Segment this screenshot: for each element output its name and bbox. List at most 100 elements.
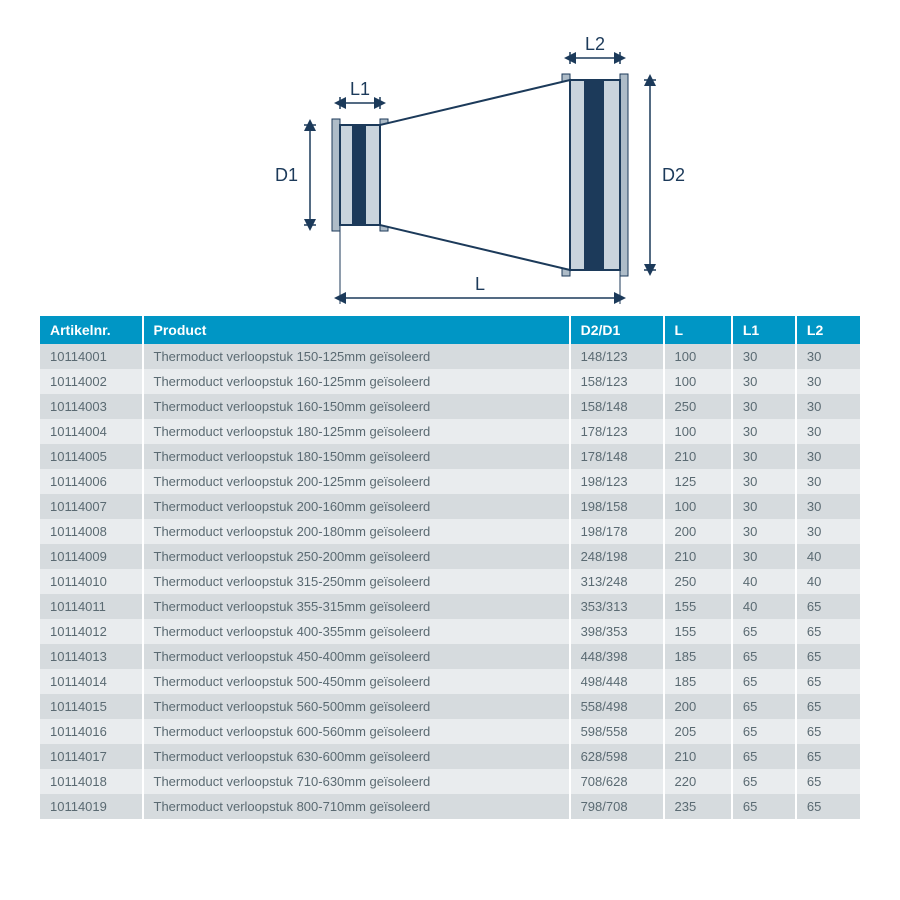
cell-art: 10114007 xyxy=(40,494,143,519)
cell-l2: 65 xyxy=(796,769,860,794)
cell-l: 205 xyxy=(664,719,732,744)
cell-art: 10114003 xyxy=(40,394,143,419)
cell-l1: 65 xyxy=(732,794,796,819)
cell-l1: 65 xyxy=(732,694,796,719)
cell-l: 125 xyxy=(664,469,732,494)
svg-text:D2: D2 xyxy=(662,165,685,185)
cell-l1: 30 xyxy=(732,519,796,544)
cell-prod: Thermoduct verloopstuk 200-180mm geïsole… xyxy=(143,519,570,544)
cell-l: 100 xyxy=(664,344,732,369)
cell-prod: Thermoduct verloopstuk 160-125mm geïsole… xyxy=(143,369,570,394)
cell-d2d1: 558/498 xyxy=(570,694,664,719)
cell-l1: 30 xyxy=(732,394,796,419)
cell-art: 10114005 xyxy=(40,444,143,469)
cell-l1: 40 xyxy=(732,594,796,619)
cell-prod: Thermoduct verloopstuk 450-400mm geïsole… xyxy=(143,644,570,669)
col-header-l1: L1 xyxy=(732,316,796,344)
cell-l2: 65 xyxy=(796,644,860,669)
cell-l: 155 xyxy=(664,619,732,644)
cell-d2d1: 148/123 xyxy=(570,344,664,369)
col-header-l: L xyxy=(664,316,732,344)
cell-l: 185 xyxy=(664,644,732,669)
cell-d2d1: 313/248 xyxy=(570,569,664,594)
cell-l2: 30 xyxy=(796,394,860,419)
cell-art: 10114017 xyxy=(40,744,143,769)
cell-d2d1: 628/598 xyxy=(570,744,664,769)
cell-l2: 65 xyxy=(796,694,860,719)
cell-l: 100 xyxy=(664,494,732,519)
cell-prod: Thermoduct verloopstuk 160-150mm geïsole… xyxy=(143,394,570,419)
cell-l2: 30 xyxy=(796,469,860,494)
cell-l2: 65 xyxy=(796,719,860,744)
svg-text:L2: L2 xyxy=(585,34,605,54)
svg-text:L: L xyxy=(475,274,485,294)
cell-d2d1: 158/148 xyxy=(570,394,664,419)
cell-d2d1: 498/448 xyxy=(570,669,664,694)
table-row: 10114016Thermoduct verloopstuk 600-560mm… xyxy=(40,719,860,744)
cell-d2d1: 178/123 xyxy=(570,419,664,444)
col-header-artikelnr: Artikelnr. xyxy=(40,316,143,344)
cell-d2d1: 798/708 xyxy=(570,794,664,819)
col-header-product: Product xyxy=(143,316,570,344)
cell-l: 100 xyxy=(664,419,732,444)
cell-prod: Thermoduct verloopstuk 800-710mm geïsole… xyxy=(143,794,570,819)
cell-l2: 65 xyxy=(796,594,860,619)
cell-l1: 40 xyxy=(732,569,796,594)
cell-l2: 30 xyxy=(796,444,860,469)
cell-l: 100 xyxy=(664,369,732,394)
cell-d2d1: 598/558 xyxy=(570,719,664,744)
cell-prod: Thermoduct verloopstuk 150-125mm geïsole… xyxy=(143,344,570,369)
cell-l2: 40 xyxy=(796,569,860,594)
cell-prod: Thermoduct verloopstuk 500-450mm geïsole… xyxy=(143,669,570,694)
cell-l1: 30 xyxy=(732,494,796,519)
table-row: 10114013Thermoduct verloopstuk 450-400mm… xyxy=(40,644,860,669)
cell-l1: 65 xyxy=(732,744,796,769)
table-row: 10114019Thermoduct verloopstuk 800-710mm… xyxy=(40,794,860,819)
svg-text:D1: D1 xyxy=(275,165,298,185)
cell-l: 210 xyxy=(664,744,732,769)
cell-l1: 65 xyxy=(732,669,796,694)
cell-l: 220 xyxy=(664,769,732,794)
cell-art: 10114009 xyxy=(40,544,143,569)
cell-d2d1: 398/353 xyxy=(570,619,664,644)
cell-art: 10114004 xyxy=(40,419,143,444)
cell-l: 185 xyxy=(664,669,732,694)
cell-l: 235 xyxy=(664,794,732,819)
cell-prod: Thermoduct verloopstuk 180-125mm geïsole… xyxy=(143,419,570,444)
cell-l2: 30 xyxy=(796,344,860,369)
cell-l2: 40 xyxy=(796,544,860,569)
cell-l2: 65 xyxy=(796,744,860,769)
cell-d2d1: 158/123 xyxy=(570,369,664,394)
table-row: 10114011Thermoduct verloopstuk 355-315mm… xyxy=(40,594,860,619)
cell-l1: 65 xyxy=(732,769,796,794)
table-row: 10114014Thermoduct verloopstuk 500-450mm… xyxy=(40,669,860,694)
cell-d2d1: 198/178 xyxy=(570,519,664,544)
cell-l: 200 xyxy=(664,519,732,544)
cell-d2d1: 448/398 xyxy=(570,644,664,669)
cell-art: 10114019 xyxy=(40,794,143,819)
cell-art: 10114006 xyxy=(40,469,143,494)
table-row: 10114003Thermoduct verloopstuk 160-150mm… xyxy=(40,394,860,419)
cell-l: 210 xyxy=(664,444,732,469)
cell-l1: 30 xyxy=(732,469,796,494)
cell-l: 250 xyxy=(664,394,732,419)
cell-l1: 65 xyxy=(732,644,796,669)
cell-art: 10114015 xyxy=(40,694,143,719)
cell-l2: 65 xyxy=(796,669,860,694)
table-row: 10114008Thermoduct verloopstuk 200-180mm… xyxy=(40,519,860,544)
table-row: 10114007Thermoduct verloopstuk 200-160mm… xyxy=(40,494,860,519)
cell-l2: 65 xyxy=(796,794,860,819)
cell-art: 10114001 xyxy=(40,344,143,369)
cell-d2d1: 708/628 xyxy=(570,769,664,794)
cell-prod: Thermoduct verloopstuk 560-500mm geïsole… xyxy=(143,694,570,719)
cell-l2: 65 xyxy=(796,619,860,644)
cell-art: 10114018 xyxy=(40,769,143,794)
cell-prod: Thermoduct verloopstuk 400-355mm geïsole… xyxy=(143,619,570,644)
cell-l2: 30 xyxy=(796,519,860,544)
table-row: 10114001Thermoduct verloopstuk 150-125mm… xyxy=(40,344,860,369)
cell-d2d1: 198/158 xyxy=(570,494,664,519)
cell-l2: 30 xyxy=(796,369,860,394)
table-row: 10114009Thermoduct verloopstuk 250-200mm… xyxy=(40,544,860,569)
cell-l1: 65 xyxy=(732,719,796,744)
table-row: 10114017Thermoduct verloopstuk 630-600mm… xyxy=(40,744,860,769)
